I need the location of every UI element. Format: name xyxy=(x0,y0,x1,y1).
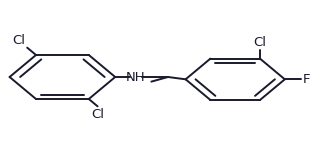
Text: Cl: Cl xyxy=(253,36,267,49)
Text: Cl: Cl xyxy=(91,108,104,121)
Text: F: F xyxy=(302,73,310,86)
Text: NH: NH xyxy=(126,71,146,83)
Text: Cl: Cl xyxy=(12,34,26,47)
